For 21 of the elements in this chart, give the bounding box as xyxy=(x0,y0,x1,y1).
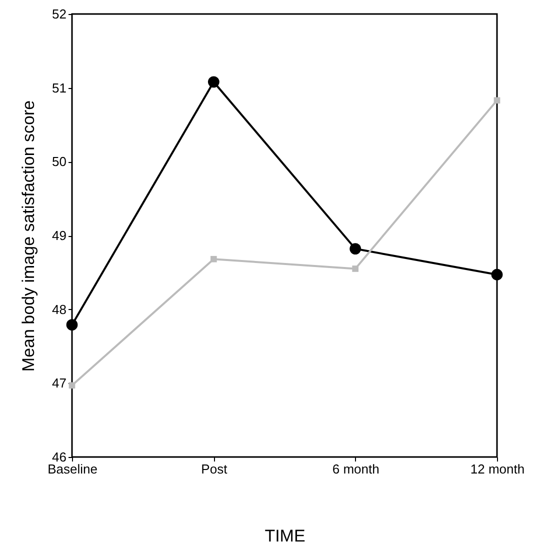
x-tick-label: Baseline xyxy=(48,462,98,476)
x-tick-label: 6 month xyxy=(332,462,380,476)
x-tick-label: Post xyxy=(201,462,228,476)
y-tick-label: 49 xyxy=(52,228,66,243)
y-axis-title: Mean body image satisfaction score xyxy=(19,100,38,372)
y-tick-label: 50 xyxy=(52,154,66,170)
y-tick-label: 51 xyxy=(52,80,66,96)
y-tick-label: 47 xyxy=(52,376,66,391)
point xyxy=(68,382,76,389)
y-tick-label: 52 xyxy=(52,6,66,22)
y-tick-label: 46 xyxy=(52,450,66,464)
x-axis-title: TIME xyxy=(264,526,306,546)
point xyxy=(491,268,503,280)
x-tick-label: 12 month xyxy=(470,462,525,476)
point xyxy=(350,243,362,254)
point xyxy=(210,256,217,262)
point xyxy=(66,319,78,331)
y-tick-label: 48 xyxy=(52,302,66,317)
point xyxy=(494,97,500,104)
point xyxy=(352,266,358,272)
point xyxy=(208,76,220,88)
